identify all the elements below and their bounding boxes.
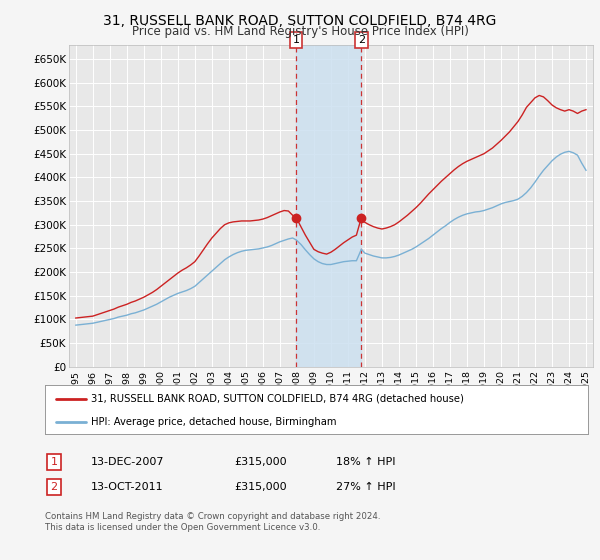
Text: 18% ↑ HPI: 18% ↑ HPI xyxy=(336,457,395,467)
Text: 27% ↑ HPI: 27% ↑ HPI xyxy=(336,482,395,492)
Bar xyxy=(296,45,361,367)
Text: Contains HM Land Registry data © Crown copyright and database right 2024.
This d: Contains HM Land Registry data © Crown c… xyxy=(45,512,380,532)
Text: 31, RUSSELL BANK ROAD, SUTTON COLDFIELD, B74 4RG (detached house): 31, RUSSELL BANK ROAD, SUTTON COLDFIELD,… xyxy=(91,394,464,404)
Text: 31, RUSSELL BANK ROAD, SUTTON COLDFIELD, B74 4RG: 31, RUSSELL BANK ROAD, SUTTON COLDFIELD,… xyxy=(103,14,497,28)
Text: 2: 2 xyxy=(50,482,58,492)
Text: Price paid vs. HM Land Registry's House Price Index (HPI): Price paid vs. HM Land Registry's House … xyxy=(131,25,469,38)
Text: 1: 1 xyxy=(50,457,58,467)
Text: £315,000: £315,000 xyxy=(234,457,287,467)
Text: 2: 2 xyxy=(358,35,365,45)
Text: 13-DEC-2007: 13-DEC-2007 xyxy=(91,457,164,467)
Text: 1: 1 xyxy=(293,35,300,45)
Text: £315,000: £315,000 xyxy=(234,482,287,492)
Text: 13-OCT-2011: 13-OCT-2011 xyxy=(91,482,164,492)
Text: HPI: Average price, detached house, Birmingham: HPI: Average price, detached house, Birm… xyxy=(91,417,337,427)
